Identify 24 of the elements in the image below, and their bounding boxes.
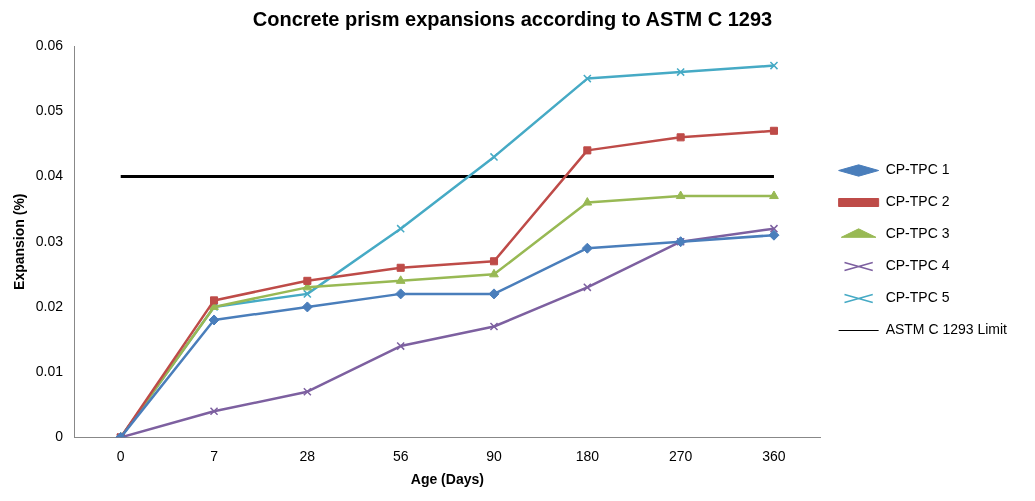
x-axis-title: Age (Days) [410, 471, 484, 488]
y-axis-title: Expansion (%) [11, 193, 28, 290]
legend-label: CP-TPC 2 [885, 193, 950, 210]
y-tick-label: 0.01 [35, 363, 64, 380]
chart-title: Concrete prism expansions according to ASTM C 1293 [252, 7, 773, 30]
legend-label: ASTM C 1293 Limit [885, 321, 1008, 338]
legend-label: CP-TPC 5 [885, 289, 950, 306]
x-tick-label: 56 [392, 447, 409, 464]
x-tick-label: 7 [210, 447, 219, 464]
x-tick-label: 28 [299, 447, 316, 464]
x-tick-label: 90 [486, 447, 502, 464]
y-tick-label: 0.03 [35, 232, 64, 249]
y-tick-label: 0.05 [35, 102, 64, 119]
legend-label: CP-TPC 3 [885, 225, 950, 242]
legend-label: CP-TPC 4 [885, 257, 950, 274]
y-tick-label: 0.06 [35, 36, 64, 53]
y-tick-label: 0 [55, 428, 64, 445]
x-tick-label: 180 [575, 447, 600, 464]
y-tick-label: 0.04 [35, 167, 64, 184]
x-tick-label: 360 [762, 447, 786, 464]
x-tick-label: 270 [668, 447, 693, 464]
y-tick-label: 0.02 [35, 297, 64, 314]
legend-label: CP-TPC 1 [885, 161, 950, 178]
x-tick-label: 0 [116, 447, 125, 464]
